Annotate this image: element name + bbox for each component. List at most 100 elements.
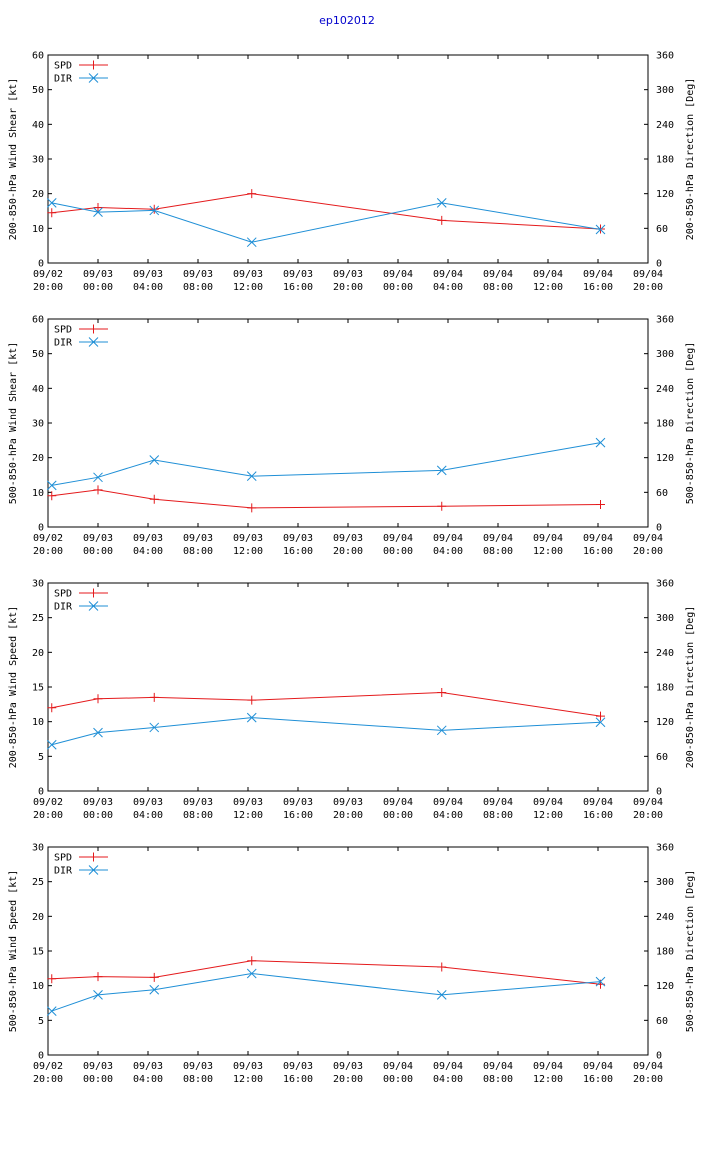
- x-tick-date: 09/02: [33, 269, 63, 280]
- y-tick-label: 60: [32, 51, 44, 62]
- y2-tick-label: 240: [656, 120, 674, 131]
- x-tick-time: 08:00: [183, 546, 213, 557]
- y-tick-label: 0: [38, 523, 44, 534]
- x-tick-date: 09/04: [583, 1061, 613, 1072]
- data-point-spd: [437, 962, 447, 972]
- data-point-spd: [149, 204, 159, 214]
- data-point-spd: [93, 694, 103, 704]
- y-tick-label: 5: [38, 752, 44, 763]
- data-point-dir: [93, 990, 103, 1000]
- series-line-dir: [51, 973, 601, 1012]
- y-tick-label: 20: [32, 453, 44, 464]
- y2-tick-label: 180: [656, 155, 674, 166]
- legend-label-spd: SPD: [54, 853, 72, 864]
- x-tick-date: 09/04: [433, 269, 463, 280]
- data-point-dir: [149, 205, 160, 216]
- x-tick-time: 16:00: [283, 282, 313, 293]
- x-tick-time: 12:00: [533, 546, 563, 557]
- y2-axis-label: 200-850-hPa Direction [Deg]: [685, 78, 696, 241]
- x-tick-date: 09/04: [383, 1061, 413, 1072]
- series-line-spd: [51, 692, 601, 717]
- y2-tick-label: 120: [656, 189, 674, 200]
- y-tick-label: 60: [32, 315, 44, 326]
- x-tick-date: 09/04: [483, 269, 513, 280]
- chart-panel: 0 10 20 30 40 50 60 0 60 120 180 240 300 360 09/02 20:0…: [8, 51, 696, 294]
- x-tick-date: 09/03: [333, 1061, 363, 1072]
- x-tick-time: 16:00: [583, 282, 613, 293]
- data-point-dir: [46, 1006, 57, 1016]
- y-tick-label: 30: [32, 155, 44, 166]
- data-point-spd: [247, 695, 257, 705]
- x-tick-date: 09/02: [33, 797, 63, 808]
- chart-panel: 05101520253006012018024030036009/0220:00…: [8, 843, 696, 1086]
- legend-label-dir: DIR: [54, 338, 73, 349]
- x-tick-date: 09/03: [133, 1061, 163, 1072]
- y2-tick-label: 60: [656, 1016, 668, 1027]
- y-tick-label: 20: [32, 648, 44, 659]
- x-tick-time: 04:00: [433, 810, 463, 821]
- x-tick-time: 20:00: [33, 546, 63, 557]
- x-tick-time: 16:00: [283, 546, 313, 557]
- x-tick-date: 09/03: [133, 533, 163, 544]
- y-tick-label: 10: [32, 981, 44, 992]
- data-point-dir: [436, 990, 447, 1000]
- x-tick-time: 08:00: [483, 810, 513, 821]
- plot-frame: [47, 54, 649, 264]
- data-point-dir: [149, 984, 160, 995]
- x-tick-date: 09/03: [83, 533, 113, 544]
- data-point-spd: [47, 491, 57, 501]
- y-tick-label: 0: [38, 787, 44, 798]
- data-point-dir: [595, 224, 606, 235]
- data-point-spd: [437, 501, 447, 511]
- x-tick-time: 08:00: [183, 1074, 213, 1085]
- y2-tick-label: 120: [656, 717, 674, 728]
- x-tick-time: 20:00: [333, 546, 363, 557]
- y2-tick-label: 300: [656, 349, 674, 360]
- y2-axis-label: 500-850-hPa Direction [Deg]: [685, 870, 696, 1033]
- x-tick-date: 09/03: [83, 269, 113, 280]
- y-tick-label: 50: [32, 85, 44, 96]
- y2-axis-label: 200-850-hPa Direction [Deg]: [685, 606, 696, 769]
- chart-panel: 05101520253006012018024030036009/0220:00…: [8, 579, 696, 822]
- x-tick-date: 09/04: [433, 1061, 463, 1072]
- x-tick-time: 04:00: [433, 546, 463, 557]
- data-point-spd: [149, 494, 159, 504]
- series-line-spd: [51, 489, 601, 509]
- y-tick-label: 10: [32, 717, 44, 728]
- x-tick-date: 09/03: [83, 1061, 113, 1072]
- y-tick-label: 10: [32, 224, 44, 235]
- x-tick-time: 08:00: [483, 282, 513, 293]
- figure-title: ep102012: [319, 14, 375, 27]
- y-tick-label: 30: [32, 419, 44, 430]
- x-tick-date: 09/03: [333, 533, 363, 544]
- x-tick-time: 00:00: [383, 282, 413, 293]
- data-point-spd: [149, 692, 159, 702]
- data-point-spd: [93, 972, 103, 982]
- y-tick-label: 40: [32, 120, 44, 131]
- x-tick-time: 20:00: [633, 546, 663, 557]
- x-tick-date: 09/04: [533, 269, 563, 280]
- series-line-dir: [51, 442, 601, 486]
- legend-marker-spd: [89, 588, 98, 598]
- x-tick-time: 08:00: [183, 282, 213, 293]
- legend-label-spd: SPD: [54, 589, 72, 600]
- data-point-dir: [595, 717, 606, 728]
- x-tick-date: 09/03: [233, 269, 263, 280]
- y2-tick-label: 360: [656, 315, 674, 326]
- data-point-spd: [437, 215, 447, 225]
- y-tick-label: 50: [32, 349, 44, 360]
- y2-tick-label: 0: [656, 787, 662, 798]
- legend-label-dir: DIR: [54, 602, 73, 613]
- data-point-dir: [93, 727, 103, 738]
- series-line-spd: [51, 193, 601, 230]
- y2-tick-label: 240: [656, 912, 674, 923]
- legend-marker-spd: [89, 324, 98, 334]
- y2-tick-label: 60: [656, 752, 668, 763]
- x-tick-date: 09/04: [633, 797, 663, 808]
- data-point-dir: [46, 739, 57, 750]
- data-point-dir: [595, 976, 606, 987]
- x-tick-time: 20:00: [33, 810, 63, 821]
- y-tick-label: 20: [32, 912, 44, 923]
- legend-marker-dir: [88, 73, 99, 83]
